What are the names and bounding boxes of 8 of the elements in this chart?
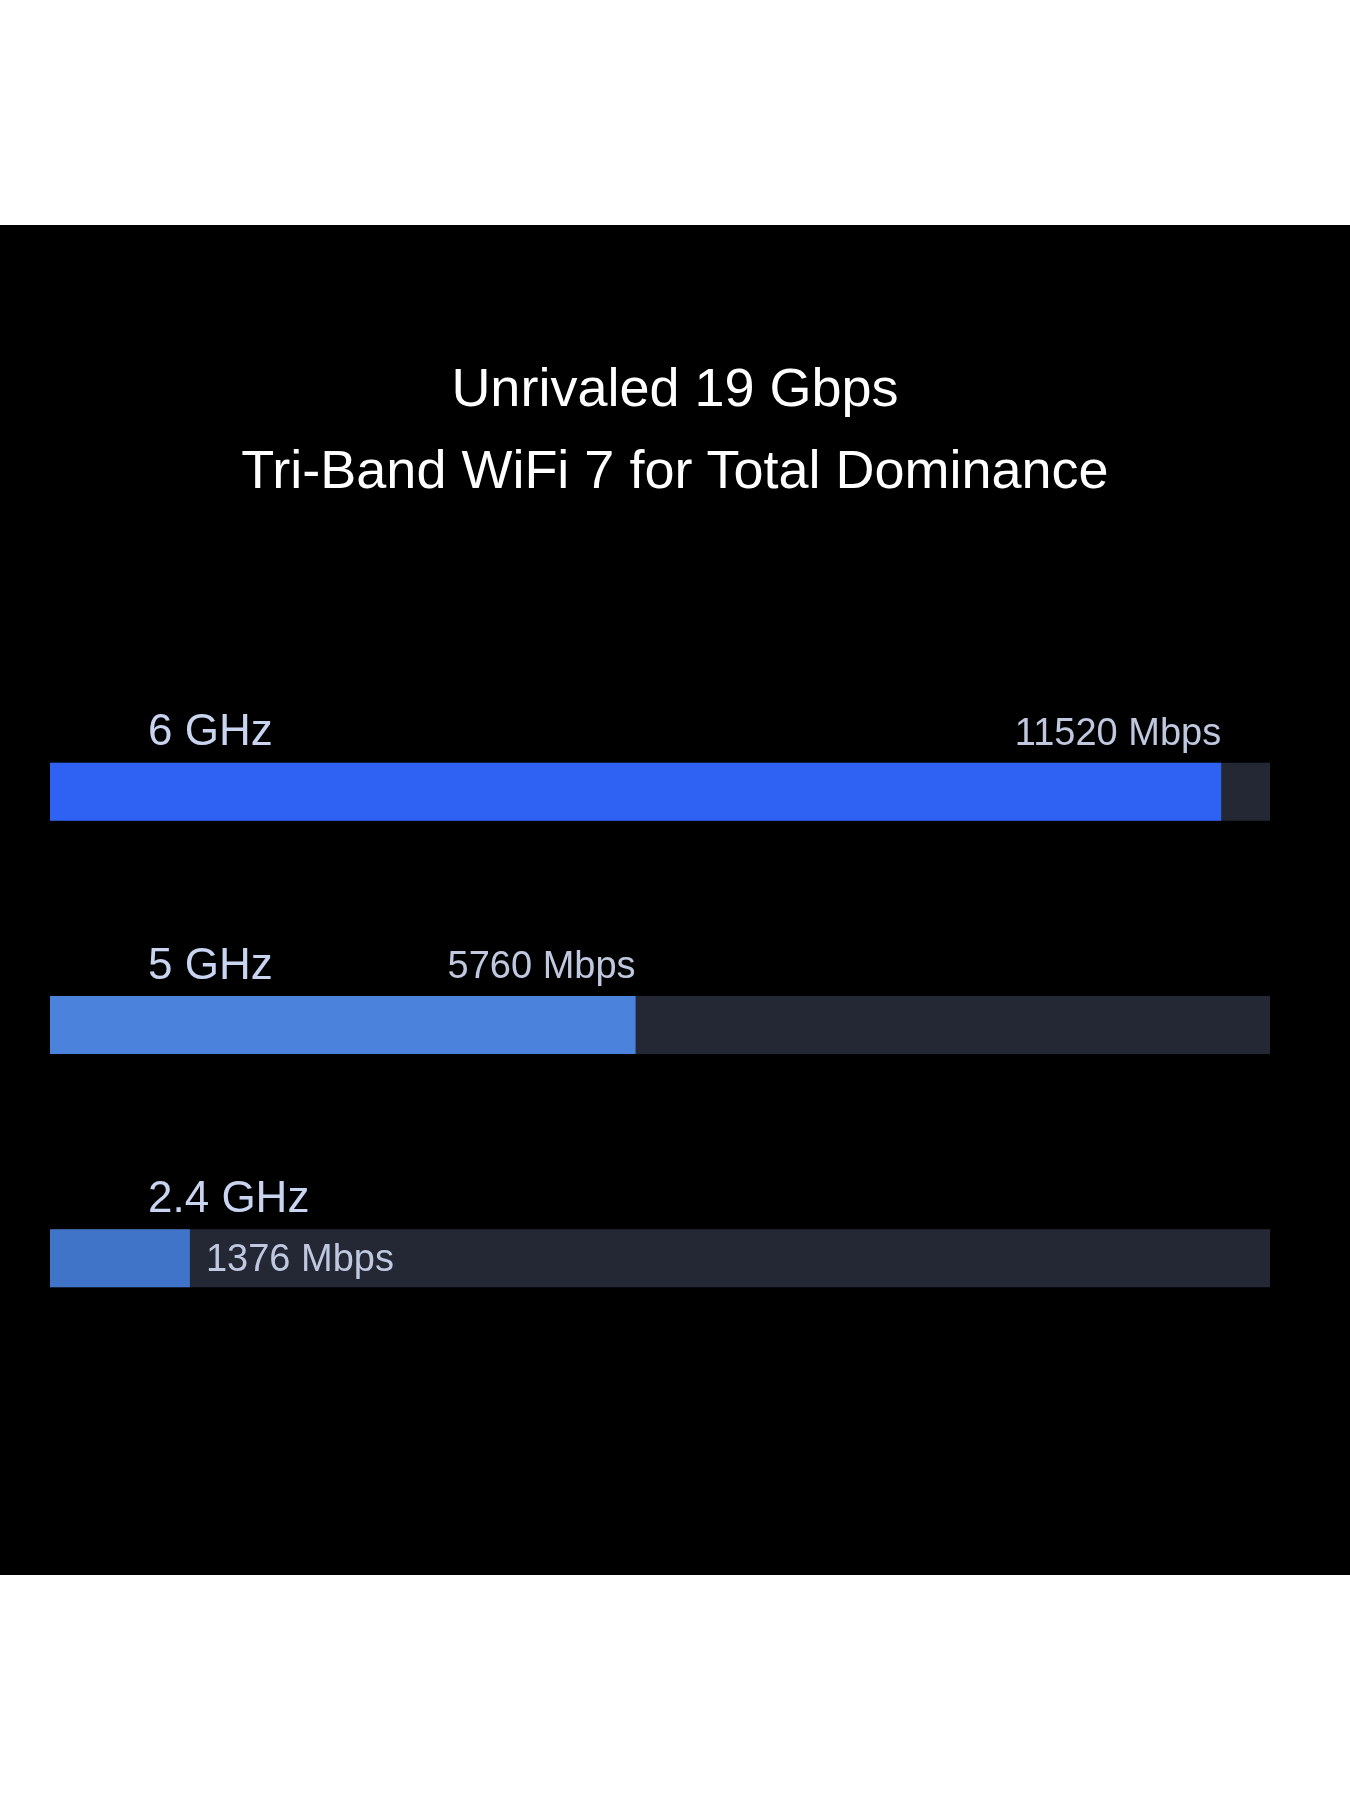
data-label: 11520 Mbps [1014,710,1222,753]
y-tick-label: 6 GHz [148,705,273,755]
chart-subtitle: Tri-Band WiFi 7 for Total Dominance [241,439,1109,499]
data-label: 5760 Mbps [447,944,636,986]
chart-title: Unrivaled 19 Gbps [451,357,899,417]
y-tick-label: 2.4 GHz [148,1171,310,1221]
data-label: 1376 Mbps [205,1237,394,1280]
y-tick-label: 5 GHz [148,938,273,988]
